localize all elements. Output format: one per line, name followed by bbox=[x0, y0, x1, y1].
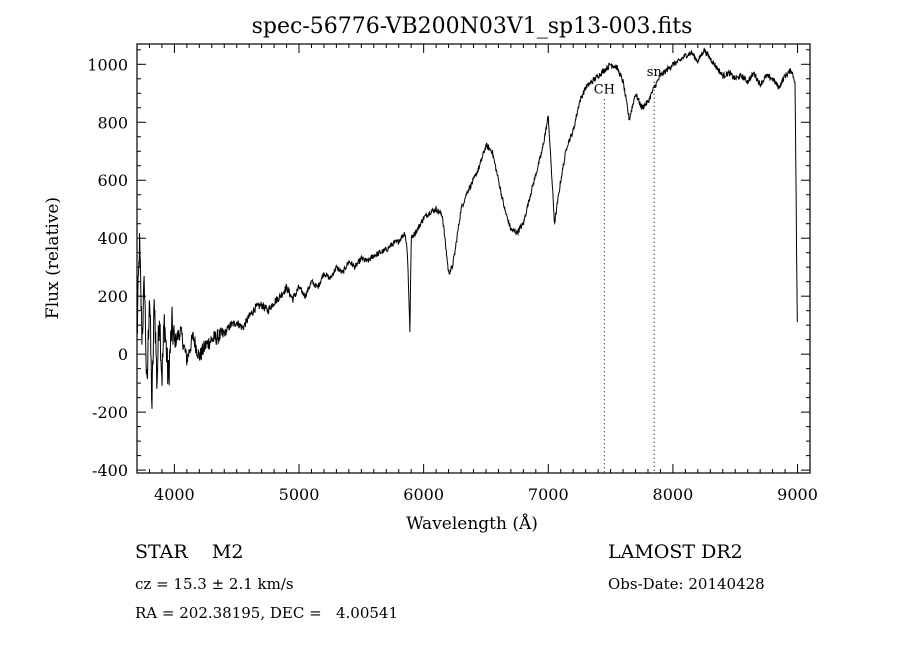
survey-name: LAMOST DR2 bbox=[608, 541, 743, 563]
x-tick-label: 8000 bbox=[653, 485, 694, 504]
x-tick-label: 5000 bbox=[279, 485, 320, 504]
y-tick-label: 1000 bbox=[87, 55, 128, 74]
y-tick-label: -400 bbox=[92, 461, 128, 480]
object-class: STAR M2 bbox=[135, 541, 243, 563]
x-tick-label: 6000 bbox=[403, 485, 444, 504]
y-tick-label: 600 bbox=[97, 171, 128, 190]
tick-labels: 4000 5000 6000 7000 8000 9000 -400 -200 0 200 400 6… bbox=[87, 55, 818, 504]
line-marker-label: CH bbox=[594, 82, 615, 97]
x-axis-label: Wavelength (Å) bbox=[406, 513, 538, 534]
y-tick-label: 0 bbox=[118, 345, 128, 364]
axis-ticks bbox=[137, 44, 810, 473]
subclass-text: M2 bbox=[211, 541, 244, 563]
x-tick-label: 4000 bbox=[154, 485, 195, 504]
chart-title: spec-56776-VB200N03V1_sp13-003.fits bbox=[252, 14, 693, 39]
obs-date-text: Obs-Date: 20140428 bbox=[608, 575, 765, 593]
redshift-text: cz = 15.3 ± 2.1 km/s bbox=[135, 575, 294, 593]
object-class-text: STAR bbox=[135, 541, 188, 563]
y-tick-label: 400 bbox=[97, 229, 128, 248]
line-marker-label: sn bbox=[647, 65, 663, 80]
plot-frame bbox=[136, 43, 811, 474]
y-tick-label: 800 bbox=[97, 113, 128, 132]
line-annotations: CH sn bbox=[594, 65, 663, 473]
coordinates-text: RA = 202.38195, DEC = 4.00541 bbox=[135, 604, 399, 622]
y-tick-label: -200 bbox=[92, 403, 128, 422]
x-tick-label: 7000 bbox=[528, 485, 569, 504]
x-tick-label: 9000 bbox=[777, 485, 818, 504]
y-tick-label: 200 bbox=[97, 287, 128, 306]
spectrum-line bbox=[136, 47, 798, 409]
y-axis-label: Flux (relative) bbox=[43, 197, 63, 319]
